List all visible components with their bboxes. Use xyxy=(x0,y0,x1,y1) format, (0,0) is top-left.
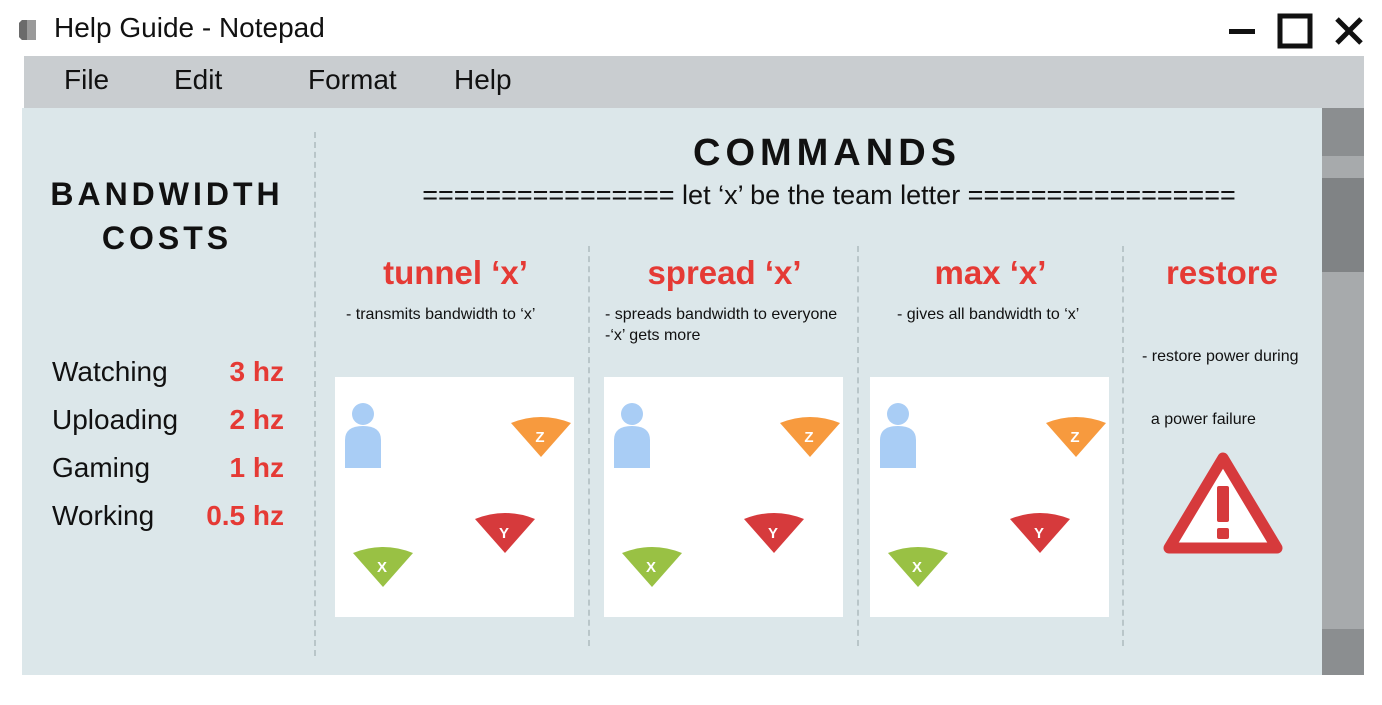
close-button[interactable] xyxy=(1329,12,1369,50)
bandwidth-costs-heading: BANDWIDTH COSTS xyxy=(42,172,292,260)
cost-value: 3 hz xyxy=(229,356,284,387)
desc-line: -‘x’ gets more xyxy=(605,327,701,344)
team-letter-z: Z xyxy=(1070,429,1079,446)
cost-label: Watching xyxy=(52,356,168,387)
spread-diagram: Z Y X xyxy=(604,377,843,617)
command-title-restore: restore xyxy=(1166,254,1278,291)
wifi-wedge-icon: Y xyxy=(744,513,804,553)
cost-row: Watching 3 hz xyxy=(52,356,284,396)
notepad-icon xyxy=(19,20,36,40)
cost-label: Working xyxy=(52,500,155,531)
wifi-wedge-icon: Z xyxy=(780,417,840,457)
menu-help[interactable]: Help xyxy=(454,64,512,95)
person-icon xyxy=(614,403,650,468)
team-letter-z: Z xyxy=(535,429,544,446)
desc-line: - spreads bandwidth to everyone xyxy=(605,306,838,323)
maximize-button[interactable] xyxy=(1275,12,1315,50)
cost-label: Gaming xyxy=(52,452,151,483)
wifi-wedge-icon: Y xyxy=(475,513,535,553)
cost-value: 1 hz xyxy=(229,452,284,483)
cost-label: Uploading xyxy=(52,404,179,435)
column-divider xyxy=(857,246,859,646)
wifi-wedge-icon: Z xyxy=(511,417,571,457)
wifi-wedge-icon: X xyxy=(353,547,413,587)
person-icon xyxy=(880,403,916,468)
warning-icon xyxy=(1163,452,1283,554)
desc-line: - transmits bandwidth to ‘x’ xyxy=(346,306,536,323)
column-divider xyxy=(1122,246,1124,646)
wifi-wedge-icon: X xyxy=(888,547,948,587)
cost-value: 0.5 hz xyxy=(206,500,284,531)
max-diagram: Z Y X xyxy=(870,377,1109,617)
column-divider xyxy=(588,246,590,646)
commands-heading: COMMANDS xyxy=(693,132,961,174)
cost-value: 2 hz xyxy=(229,404,284,435)
document-area[interactable]: BANDWIDTH COSTS Watching 3 hz Uploading … xyxy=(22,108,1322,675)
team-letter-y: Y xyxy=(499,525,509,542)
tunnel-diagram: Z Y X xyxy=(335,377,574,617)
maximize-icon xyxy=(1277,13,1313,49)
wifi-wedge-icon: X xyxy=(622,547,682,587)
cost-row: Uploading 2 hz xyxy=(52,404,284,444)
wifi-wedge-icon: Z xyxy=(1046,417,1106,457)
command-desc-max: - gives all bandwidth to ‘x’ xyxy=(897,304,1079,325)
menu-format[interactable]: Format xyxy=(308,64,397,95)
team-letter-y: Y xyxy=(1034,525,1044,542)
team-letter-x: X xyxy=(377,559,387,576)
bandwidth-title-line1: BANDWIDTH xyxy=(50,176,284,212)
menu-file[interactable]: File xyxy=(64,64,110,95)
team-letter-x: X xyxy=(912,559,922,576)
menu-edit[interactable]: Edit xyxy=(174,64,223,95)
window-title: Help Guide - Notepad xyxy=(54,12,325,43)
cost-row: Working 0.5 hz xyxy=(52,500,284,540)
command-desc-tunnel: - transmits bandwidth to ‘x’ xyxy=(346,304,535,325)
command-title-spread: spread ‘x’ xyxy=(647,254,802,291)
scroll-up-button[interactable] xyxy=(1322,108,1364,156)
minimize-button[interactable] xyxy=(1222,12,1262,50)
scroll-down-button[interactable] xyxy=(1322,629,1364,675)
desc-line: - restore power during xyxy=(1142,348,1299,365)
command-desc-restore: - restore power during a power failure xyxy=(1142,304,1299,472)
command-title-tunnel: tunnel ‘x’ xyxy=(383,254,528,291)
wifi-wedge-icon: Y xyxy=(1010,513,1070,553)
cost-row: Gaming 1 hz xyxy=(52,452,284,492)
vertical-scrollbar[interactable] xyxy=(1322,108,1364,675)
menu-bar: File Edit Format Help xyxy=(24,56,1364,108)
title-bar: Help Guide - Notepad xyxy=(0,0,1382,56)
command-desc-spread: - spreads bandwidth to everyone -‘x’ get… xyxy=(605,304,837,346)
team-letter-z: Z xyxy=(804,429,813,446)
close-icon xyxy=(1335,17,1363,45)
commands-subtitle: ================ let ‘x’ be the team let… xyxy=(422,180,1236,210)
person-icon xyxy=(345,403,381,468)
section-divider xyxy=(314,132,316,656)
team-letter-x: X xyxy=(646,559,656,576)
scroll-thumb[interactable] xyxy=(1322,178,1364,272)
desc-line: - gives all bandwidth to ‘x’ xyxy=(897,306,1080,323)
bandwidth-title-line2: COSTS xyxy=(101,220,233,256)
minimize-icon xyxy=(1229,29,1255,34)
team-letter-y: Y xyxy=(768,525,778,542)
desc-line: a power failure xyxy=(1142,411,1256,428)
command-title-max: max ‘x’ xyxy=(934,254,1047,291)
